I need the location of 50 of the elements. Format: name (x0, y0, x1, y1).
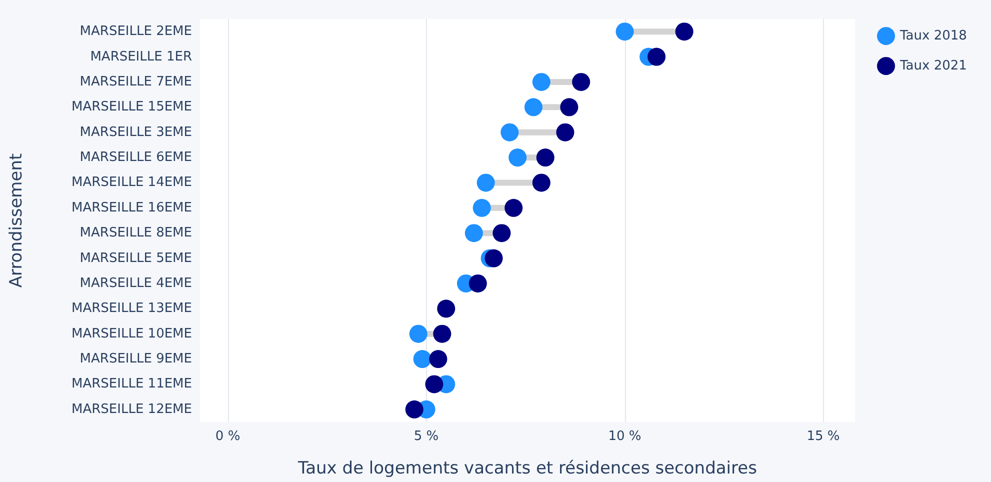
y-axis-title: Arrondissement (6, 153, 26, 288)
x-axis-title: Taux de logements vacants et résidences secondaires (297, 458, 758, 478)
y-tick-label: MARSEILLE 9EME (80, 352, 192, 367)
point (560, 98, 578, 116)
y-tick-label: MARSEILLE 8EME (80, 226, 192, 241)
point (675, 22, 694, 41)
y-tick-label: MARSEILLE 3EME (80, 124, 192, 140)
y-tick-label: MARSEILLE 7EME (80, 74, 192, 90)
point (425, 375, 444, 394)
point (433, 324, 452, 343)
y-tick-label: MARSEILLE 13EME (72, 301, 192, 316)
point (572, 72, 590, 91)
x-tick-label: 15 % (806, 429, 840, 444)
y-tick-label: MARSEILLE 11EME (72, 376, 192, 392)
point (476, 174, 495, 192)
y-tick-label: MARSEILLE 6EME (80, 150, 192, 166)
point (508, 148, 527, 167)
point (437, 300, 456, 318)
y-tick-label: MARSEILLE 1ER (90, 49, 192, 64)
x-tick-label: 10 % (608, 429, 642, 444)
legend-label: Taux 2018 (899, 28, 967, 44)
point (556, 123, 574, 142)
point (532, 72, 550, 91)
point (492, 224, 511, 242)
point (468, 274, 487, 292)
point (524, 98, 542, 116)
point (405, 400, 424, 418)
y-tick-label: MARSEILLE 10EME (72, 326, 192, 342)
y-tick-label: MARSEILLE 14EME (72, 175, 192, 190)
point (464, 224, 483, 242)
point (484, 249, 503, 268)
point (413, 350, 432, 368)
y-tick-label: MARSEILLE 16EME (72, 200, 192, 216)
point (532, 174, 550, 192)
point (648, 48, 666, 66)
y-tick-label: MARSEILLE 2EME (80, 24, 192, 40)
y-tick-label: MARSEILLE 12EME (72, 402, 192, 417)
legend-label: Taux 2021 (899, 58, 967, 74)
point (504, 198, 523, 217)
x-tick-label: 0 % (215, 429, 240, 444)
point (616, 22, 634, 41)
x-tick-label: 5 % (414, 429, 439, 444)
y-tick-label: MARSEILLE 4EME (80, 276, 192, 291)
point (472, 198, 491, 217)
point (536, 148, 554, 167)
y-tick-label: MARSEILLE 5EME (80, 250, 192, 266)
point (500, 123, 519, 142)
point (429, 350, 448, 368)
y-tick-label: MARSEILLE 15EME (72, 100, 192, 115)
point (409, 324, 428, 343)
